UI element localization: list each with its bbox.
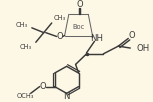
Text: O: O [56,32,63,41]
Text: •: • [84,53,88,59]
Text: NH: NH [90,34,103,43]
Text: O: O [39,82,46,91]
Text: CH₃: CH₃ [20,44,32,50]
Text: Boc: Boc [72,24,85,30]
Text: O: O [129,31,136,40]
Text: OH: OH [136,44,149,53]
Text: CH₃: CH₃ [54,15,66,21]
Text: O: O [76,0,83,9]
Text: CH₃: CH₃ [16,22,28,28]
Text: N: N [63,92,70,101]
Text: OCH₃: OCH₃ [17,93,34,99]
